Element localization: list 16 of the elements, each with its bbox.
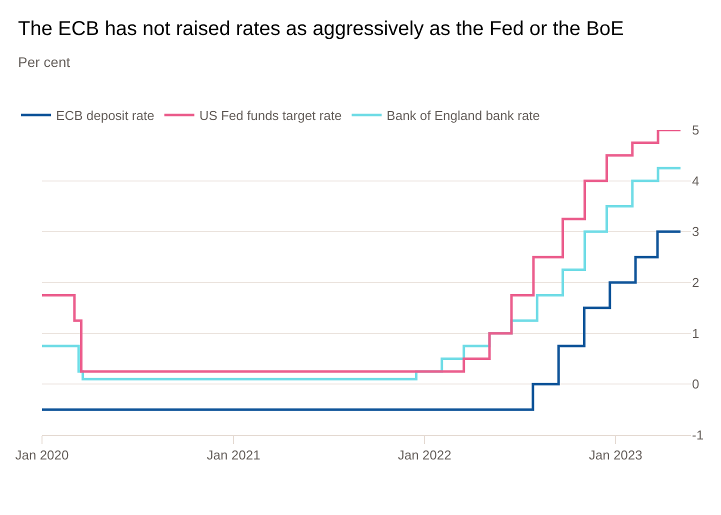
y-tick-label: 5 [692,122,700,138]
y-tick-label: -1 [692,428,704,443]
y-tick-label: 0 [692,376,700,392]
y-tick-label: 4 [692,173,700,188]
legend-label: ECB deposit rate [56,108,154,124]
y-tick-label: 3 [692,224,700,240]
chart-subtitle: Per cent [18,54,70,70]
legend-label: US Fed funds target rate [199,108,342,124]
y-tick-label: 2 [692,275,700,290]
legend-label: Bank of England bank rate [386,108,540,124]
x-tick-label: Jan 2020 [15,448,69,463]
y-tick-label: 1 [692,326,700,341]
x-tick-label: Jan 2023 [588,448,642,463]
x-tick-label: Jan 2022 [398,448,452,463]
x-tick-label: Jan 2021 [206,448,260,463]
chart-title: The ECB has not raised rates as aggressively as the Fed or the BoE [18,18,624,40]
